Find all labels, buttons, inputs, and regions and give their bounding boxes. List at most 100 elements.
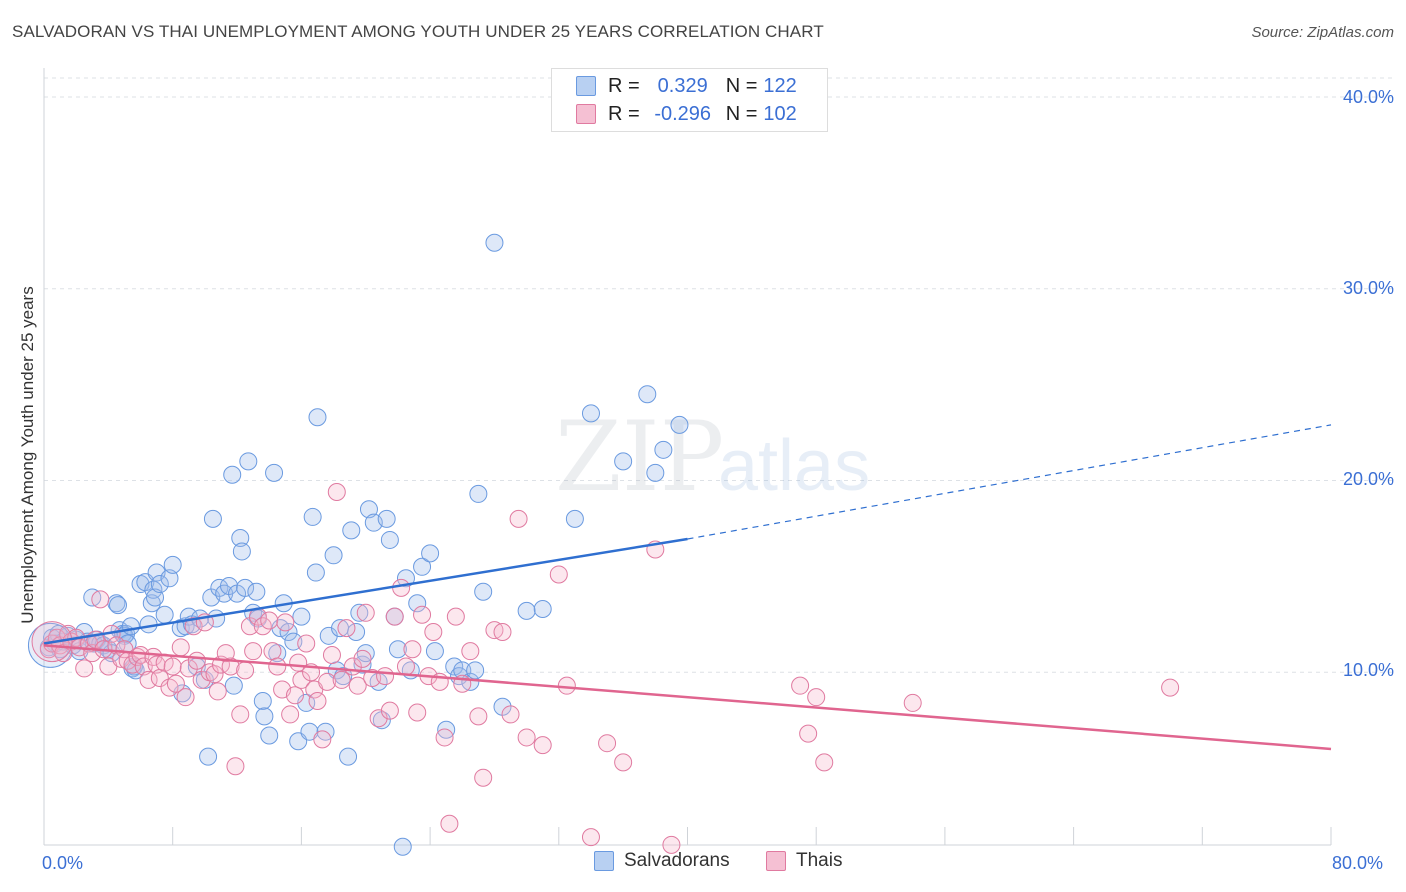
data-point [388, 640, 407, 659]
y-tick-label: 40.0% [1342, 87, 1394, 107]
data-point [646, 463, 665, 482]
data-point [232, 542, 251, 561]
data-point [377, 509, 396, 528]
data-point [146, 588, 165, 607]
data-point [203, 509, 222, 528]
data-point [565, 509, 584, 528]
data-point [171, 638, 190, 657]
data-point [614, 452, 633, 471]
data-point [359, 500, 378, 519]
legend-n-label: N = [725, 74, 758, 97]
legend: R = 0.329 N = 122 R = -0.296 N = 102 [551, 68, 828, 132]
data-point [150, 575, 169, 594]
data-point [509, 509, 528, 528]
legend-r-value: -0.296 [654, 102, 712, 125]
data-point [421, 544, 440, 563]
data-point [313, 730, 332, 749]
data-point [75, 659, 94, 678]
legend-r-label: R = [608, 102, 640, 125]
data-point [424, 622, 443, 641]
data-point [226, 757, 245, 776]
data-point [815, 753, 834, 772]
data-point [160, 569, 179, 588]
data-point [163, 555, 182, 574]
data-point [308, 408, 327, 427]
data-point [342, 521, 361, 540]
data-point [380, 701, 399, 720]
data-point [231, 529, 250, 548]
data-point [638, 385, 657, 404]
x-tick-label: 80.0% [1332, 853, 1384, 873]
data-point [327, 483, 346, 502]
data-point [393, 837, 412, 856]
data-point [557, 676, 576, 695]
data-point [396, 657, 415, 676]
bottom-legend-label: Thais [796, 850, 843, 871]
data-point [413, 557, 432, 576]
data-point [121, 617, 140, 636]
data-point [549, 565, 568, 584]
data-point [306, 563, 325, 582]
data-point [413, 605, 432, 624]
data-point [91, 590, 110, 609]
legend-n-value: 102 [763, 102, 797, 125]
data-point [581, 404, 600, 423]
data-point [308, 692, 327, 711]
legend-swatch-pink [576, 104, 596, 124]
trend-lines [43, 424, 1332, 751]
data-point [533, 599, 552, 618]
bottom-legend-swatch-pink [766, 851, 786, 871]
bottom-legend-label: Salvadorans [624, 850, 730, 871]
data-point [263, 642, 282, 661]
data-point [533, 736, 552, 755]
data-point [268, 657, 287, 676]
legend-r-label: R = [608, 74, 640, 97]
data-point [332, 670, 351, 689]
data-point [662, 835, 681, 854]
data-point [385, 607, 404, 626]
watermark: ZIP atlas [555, 401, 870, 513]
data-point [231, 705, 250, 724]
data-point [799, 724, 818, 743]
data-point [466, 661, 485, 680]
data-point [403, 640, 422, 659]
bottom-legend-thais: Thais [766, 850, 842, 872]
data-point [223, 465, 242, 484]
data-point [614, 753, 633, 772]
thais-points [31, 483, 1180, 854]
data-point [139, 670, 158, 689]
data-point [337, 619, 356, 638]
data-point [493, 622, 512, 641]
y-tick-label: 30.0% [1342, 278, 1394, 298]
data-point [322, 645, 341, 664]
trend-line-salvadorans [43, 537, 688, 645]
data-point [318, 672, 337, 691]
data-point [356, 603, 375, 622]
data-point [339, 747, 358, 766]
salvadorans-points [27, 233, 689, 856]
data-point [224, 676, 243, 695]
y-tick-label: 10.0% [1342, 660, 1394, 680]
data-point [292, 670, 311, 689]
data-point [112, 649, 131, 668]
trend-line-salvadorans-extension [687, 424, 1332, 540]
data-point [903, 693, 922, 712]
data-point [356, 644, 375, 663]
data-point [265, 463, 284, 482]
data-point [208, 682, 227, 701]
data-point [253, 692, 272, 711]
data-point [255, 707, 274, 726]
y-tick-label: 20.0% [1342, 469, 1394, 489]
data-point [446, 607, 465, 626]
data-point [216, 644, 235, 663]
data-point [435, 728, 454, 747]
data-point [281, 705, 300, 724]
data-point [380, 530, 399, 549]
data-point [205, 665, 224, 684]
data-point [236, 661, 255, 680]
data-point [166, 674, 185, 693]
data-point [350, 603, 369, 622]
data-point [517, 601, 536, 620]
chart-title: SALVADORAN VS THAI UNEMPLOYMENT AMONG YO… [12, 22, 824, 41]
